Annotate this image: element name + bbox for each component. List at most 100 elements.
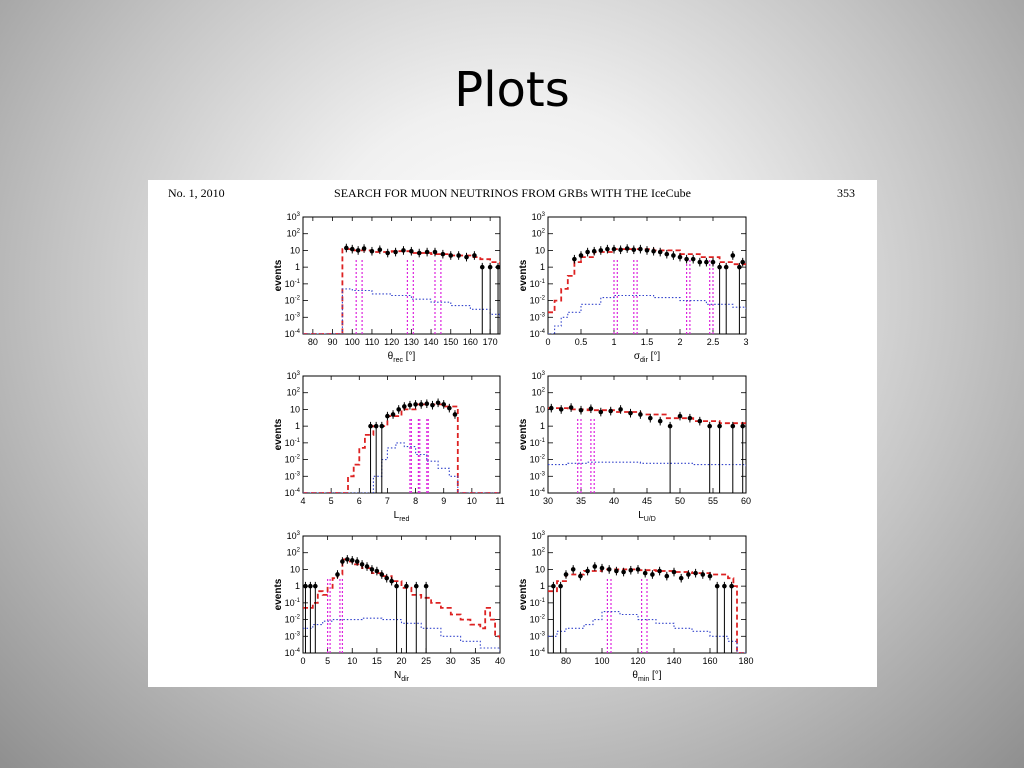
data-point bbox=[697, 418, 703, 424]
data-point bbox=[578, 573, 583, 579]
background-histogram bbox=[303, 248, 500, 334]
data-point bbox=[671, 253, 676, 258]
x-tick-label: 30 bbox=[446, 656, 456, 666]
data-point bbox=[608, 408, 613, 414]
x-tick-label: 25 bbox=[421, 656, 431, 666]
data-point bbox=[642, 570, 648, 576]
x-tick-label: 30 bbox=[543, 496, 553, 506]
x-tick-label: 80 bbox=[308, 337, 318, 347]
data-point bbox=[648, 415, 653, 421]
signal-histogram bbox=[303, 442, 500, 493]
plot-frame bbox=[302, 535, 501, 654]
y-axis-label: events bbox=[273, 578, 284, 610]
y-tick-label: 10 bbox=[535, 404, 545, 414]
x-tick-label: 10 bbox=[467, 496, 477, 506]
data-point bbox=[591, 248, 597, 254]
x-tick-label: 0 bbox=[300, 656, 305, 666]
data-point bbox=[418, 402, 424, 407]
data-point bbox=[349, 246, 355, 252]
data-point bbox=[456, 253, 461, 258]
y-tick-label: 10 bbox=[535, 245, 545, 255]
data-point bbox=[549, 405, 554, 411]
data-point bbox=[599, 565, 605, 571]
data-point bbox=[424, 401, 430, 407]
x-tick-label: 15 bbox=[372, 656, 382, 666]
data-point bbox=[585, 568, 590, 574]
data-point bbox=[697, 259, 703, 265]
x-tick-label: 11 bbox=[495, 496, 504, 506]
x-tick-label: 20 bbox=[396, 656, 406, 666]
y-tick-label: 102 bbox=[287, 548, 301, 558]
data-point bbox=[740, 259, 745, 265]
data-point bbox=[435, 400, 441, 406]
y-tick-label: 10-1 bbox=[530, 598, 546, 608]
y-axis-label: events bbox=[518, 259, 529, 291]
x-tick-label: 40 bbox=[495, 656, 505, 666]
signal-histogram bbox=[303, 617, 500, 653]
x-tick-label: 80 bbox=[561, 656, 571, 666]
data-point bbox=[373, 423, 379, 429]
data-point bbox=[558, 407, 564, 412]
x-tick-label: 3 bbox=[743, 337, 748, 347]
y-axis-label: events bbox=[518, 578, 529, 610]
data-point bbox=[416, 250, 422, 256]
page-number: 353 bbox=[837, 186, 855, 200]
data-point bbox=[631, 247, 637, 253]
data-point bbox=[340, 559, 345, 564]
data-point bbox=[409, 248, 414, 254]
data-point bbox=[423, 583, 429, 589]
paper-page: No. 1, 2010 SEARCH FOR MUON NEUTRINOS FR… bbox=[148, 180, 877, 687]
x-tick-label: 4 bbox=[300, 496, 305, 506]
x-tick-label: 0 bbox=[545, 337, 550, 347]
data-point bbox=[404, 583, 409, 589]
data-point bbox=[598, 409, 604, 415]
x-tick-label: 120 bbox=[384, 337, 399, 347]
data-point bbox=[448, 253, 454, 258]
y-tick-label: 10-3 bbox=[285, 312, 301, 322]
y-tick-label: 10-1 bbox=[530, 438, 546, 448]
data-point bbox=[303, 583, 308, 589]
y-axis-label: events bbox=[518, 418, 529, 450]
data-point bbox=[700, 572, 706, 577]
y-tick-label: 10-2 bbox=[530, 296, 546, 306]
data-point bbox=[690, 256, 696, 262]
x-tick-label: 2 bbox=[677, 337, 682, 347]
data-point bbox=[384, 575, 390, 581]
series-group bbox=[303, 398, 500, 493]
y-tick-label: 10-4 bbox=[530, 329, 546, 339]
data-point bbox=[413, 583, 419, 589]
x-tick-label: 2.5 bbox=[707, 337, 720, 347]
x-axis-label: LU/D bbox=[638, 510, 656, 523]
y-tick-label: 10-3 bbox=[530, 631, 546, 641]
data-point bbox=[377, 247, 383, 253]
data-point bbox=[578, 253, 584, 258]
y-tick-label: 103 bbox=[287, 371, 301, 381]
x-axis-label: θrec [°] bbox=[388, 351, 416, 364]
y-tick-label: 1 bbox=[295, 581, 300, 591]
data-point bbox=[551, 583, 556, 589]
data-point bbox=[402, 404, 407, 409]
data-point bbox=[385, 250, 391, 256]
x-tick-label: 140 bbox=[666, 656, 681, 666]
y-tick-label: 103 bbox=[532, 531, 546, 541]
data-point bbox=[714, 583, 720, 589]
background-histogram bbox=[548, 568, 746, 653]
data-point bbox=[572, 256, 577, 262]
x-tick-label: 40 bbox=[609, 496, 619, 506]
data-point bbox=[686, 572, 691, 577]
y-tick-label: 10 bbox=[290, 564, 300, 574]
data-point bbox=[369, 248, 375, 254]
y-tick-label: 10-1 bbox=[285, 438, 301, 448]
data-point bbox=[730, 253, 736, 258]
x-tick-label: 130 bbox=[404, 337, 419, 347]
y-tick-label: 10-2 bbox=[285, 455, 301, 465]
x-tick-label: 140 bbox=[424, 337, 439, 347]
y-tick-label: 10 bbox=[290, 245, 300, 255]
data-point bbox=[379, 423, 385, 429]
data-point bbox=[368, 423, 373, 429]
y-tick-label: 103 bbox=[287, 531, 301, 541]
data-point bbox=[359, 562, 365, 567]
data-point bbox=[389, 578, 394, 584]
data-point bbox=[592, 564, 598, 569]
x-axis-label: Ndir bbox=[394, 670, 410, 683]
